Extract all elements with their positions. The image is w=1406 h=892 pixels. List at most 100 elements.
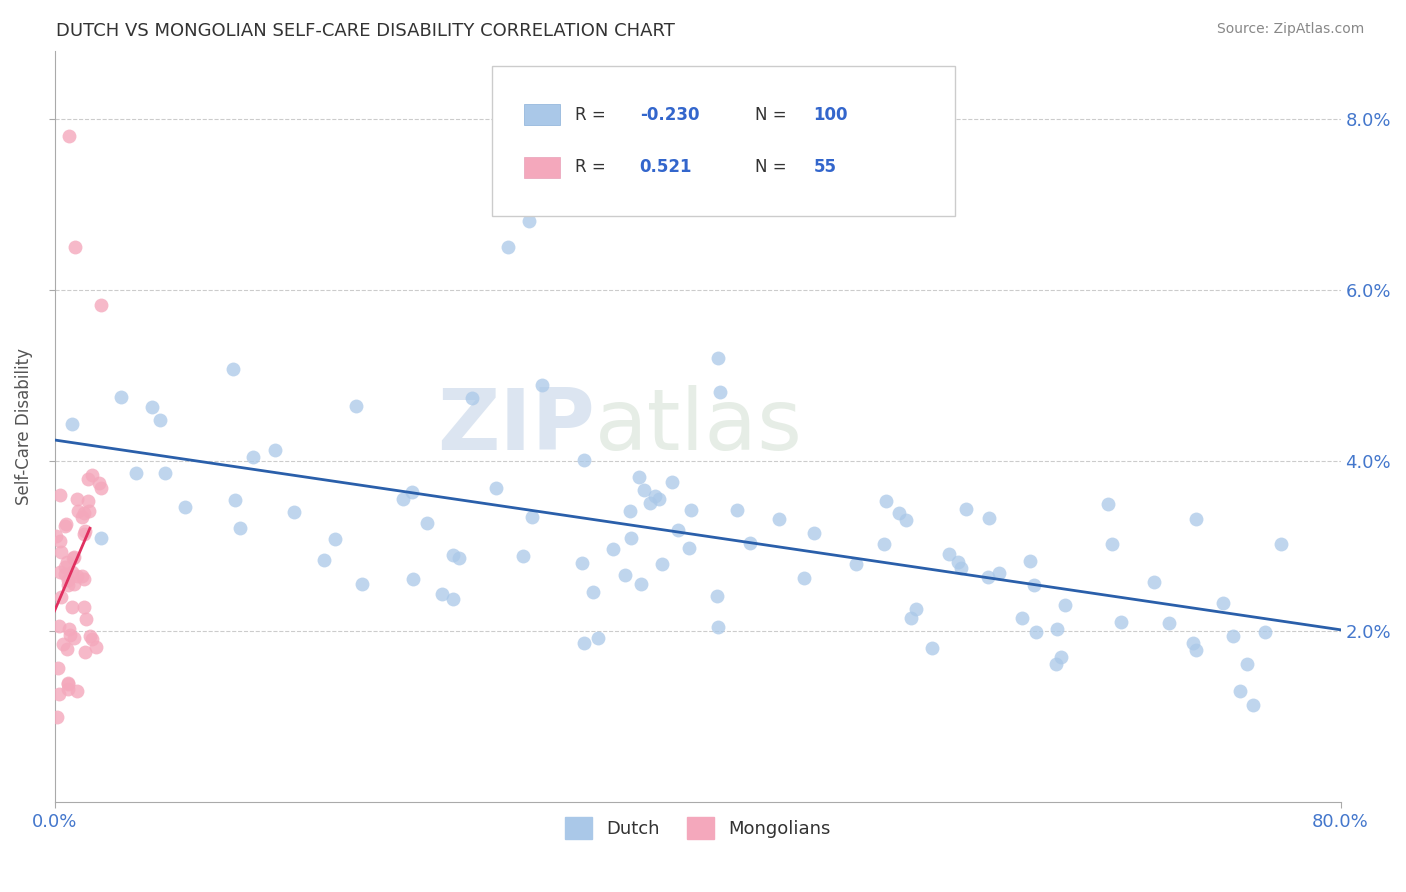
Point — [1185, 643, 1208, 657]
Point — [1222, 629, 1244, 643]
Point — [58, 129, 80, 144]
Legend: Dutch, Mongolians: Dutch, Mongolians — [557, 809, 838, 846]
Point — [75, 611, 97, 625]
Point — [56, 681, 79, 696]
Point — [73, 524, 96, 538]
Point — [738, 536, 761, 550]
Point — [314, 553, 336, 567]
Point — [49, 565, 72, 579]
Point — [224, 492, 246, 507]
Point — [955, 501, 977, 516]
Point — [58, 578, 80, 592]
Point — [1054, 598, 1077, 612]
Point — [79, 629, 101, 643]
Point — [633, 483, 655, 498]
Point — [620, 532, 643, 546]
Point — [77, 503, 100, 517]
FancyBboxPatch shape — [524, 157, 560, 178]
Y-axis label: Self-Care Disability: Self-Care Disability — [15, 348, 32, 505]
Point — [1011, 611, 1033, 625]
Text: N =: N = — [755, 105, 792, 124]
Point — [82, 467, 104, 482]
Text: -0.230: -0.230 — [640, 105, 699, 124]
Point — [110, 390, 132, 404]
Point — [921, 640, 943, 655]
Point — [1212, 596, 1234, 610]
Point — [678, 541, 700, 555]
Point — [1241, 698, 1264, 713]
Point — [402, 572, 425, 586]
Point — [803, 526, 825, 541]
Point — [264, 442, 287, 457]
Point — [875, 493, 897, 508]
Point — [461, 391, 484, 405]
Point — [449, 550, 471, 565]
Point — [1050, 650, 1073, 665]
Point — [55, 519, 77, 533]
Text: 0.521: 0.521 — [640, 158, 692, 177]
Point — [1025, 625, 1047, 640]
Text: R =: R = — [575, 105, 612, 124]
Point — [571, 556, 593, 570]
Point — [55, 516, 77, 531]
Point — [73, 507, 96, 521]
Point — [242, 450, 264, 464]
Point — [1157, 616, 1180, 631]
Point — [60, 417, 83, 432]
Point — [222, 362, 245, 376]
Text: 100: 100 — [813, 105, 848, 124]
Point — [82, 632, 104, 647]
Point — [45, 529, 67, 543]
Point — [48, 619, 70, 633]
Point — [52, 637, 75, 651]
Point — [485, 481, 508, 495]
Point — [894, 513, 917, 527]
Point — [63, 576, 86, 591]
Point — [55, 560, 77, 574]
Point — [70, 510, 93, 524]
Point — [73, 645, 96, 659]
Point — [56, 574, 79, 588]
Point — [90, 481, 112, 495]
Point — [56, 555, 79, 569]
Point — [1143, 575, 1166, 590]
Point — [977, 570, 1000, 584]
Point — [725, 503, 748, 517]
Point — [62, 631, 84, 645]
Point — [638, 496, 661, 510]
Point — [627, 470, 650, 484]
Point — [66, 569, 89, 583]
Point — [887, 506, 910, 520]
Point — [53, 566, 76, 581]
Point — [51, 545, 73, 559]
Point — [709, 385, 731, 400]
Point — [619, 504, 641, 518]
Point — [1254, 624, 1277, 639]
Point — [602, 542, 624, 557]
Point — [572, 636, 595, 650]
Point — [793, 571, 815, 585]
Point — [661, 475, 683, 489]
Point — [70, 569, 93, 583]
Point — [59, 628, 82, 642]
Point — [949, 561, 972, 575]
Point — [73, 573, 96, 587]
Point — [62, 551, 84, 566]
Point — [1022, 578, 1045, 592]
Point — [84, 640, 107, 654]
Point — [60, 565, 83, 579]
Point — [283, 505, 305, 519]
Point — [1018, 554, 1040, 568]
Point — [441, 592, 464, 607]
Point — [679, 503, 702, 517]
Point — [45, 710, 67, 724]
Point — [416, 516, 439, 530]
FancyBboxPatch shape — [524, 104, 560, 125]
Point — [46, 661, 69, 675]
Text: Source: ZipAtlas.com: Source: ZipAtlas.com — [1216, 22, 1364, 37]
Point — [904, 602, 927, 616]
Point — [582, 585, 605, 599]
Point — [520, 510, 543, 524]
Point — [65, 240, 87, 254]
Point — [512, 549, 534, 563]
